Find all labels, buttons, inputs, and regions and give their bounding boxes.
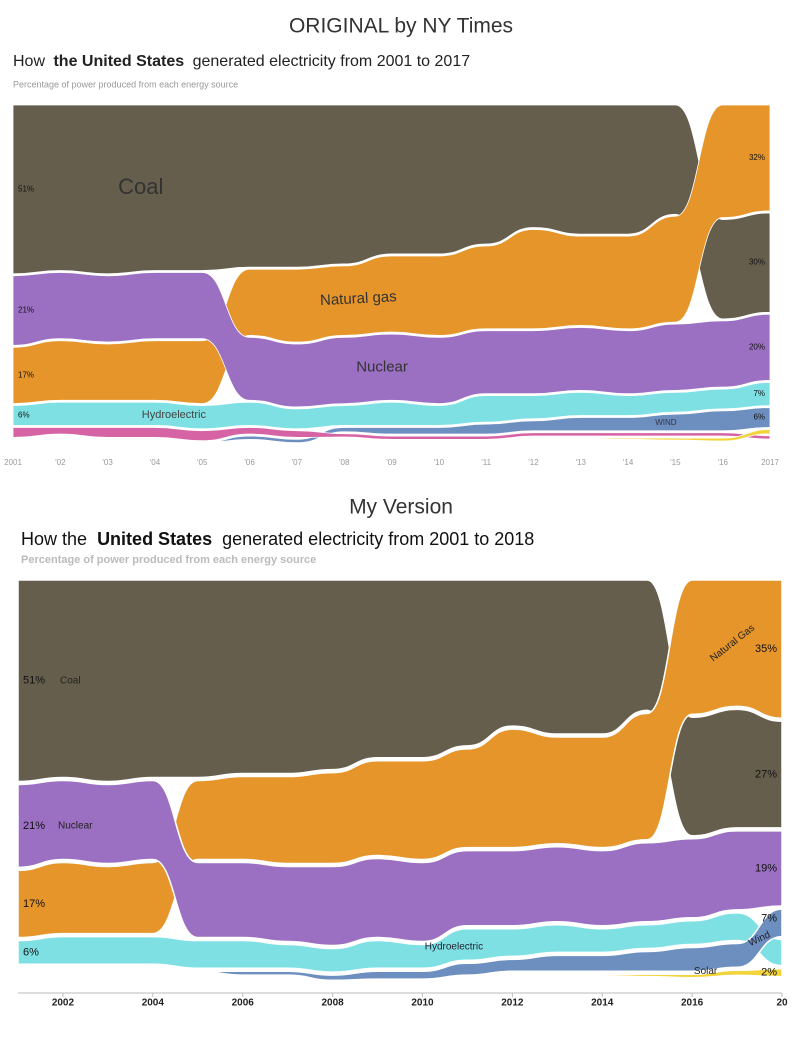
x-tick-label: 2006: [232, 998, 255, 1009]
chart-title: How the United States generated electric…: [21, 529, 534, 549]
x-tick-label: '09: [386, 458, 397, 467]
stream-area: [18, 908, 783, 982]
stream-area: [17, 912, 783, 973]
series-name: Coal: [60, 675, 81, 686]
x-tick-label: '02: [55, 458, 66, 467]
x-tick-label: '12: [528, 458, 539, 467]
value-label: 17%: [23, 898, 45, 910]
value-label: 6%: [23, 946, 39, 958]
x-tick-label: '11: [481, 458, 491, 467]
value-label: 30%: [749, 258, 765, 267]
x-tick-label: '03: [102, 458, 113, 467]
value-label: 51%: [23, 675, 45, 687]
value-label: 6%: [18, 411, 30, 420]
stream-area: [12, 429, 771, 446]
series-name: Nuclear: [356, 358, 408, 375]
series-name: Hydroelectric: [425, 942, 483, 953]
value-label: 27%: [755, 768, 777, 780]
caption: My Version: [349, 496, 453, 519]
x-tick-label: '10: [434, 458, 445, 467]
title-part: How the: [21, 529, 87, 549]
x-tick-label: 2016: [681, 998, 704, 1009]
x-tick-label: '05: [197, 458, 208, 467]
x-tick-label: '14: [623, 458, 634, 467]
series-name: Nuclear: [58, 821, 93, 832]
stream-area: [17, 579, 783, 939]
x-tick-label: '16: [717, 458, 728, 467]
value-label: 6%: [753, 413, 765, 422]
x-tick-label: '08: [339, 458, 350, 467]
stream-area: [12, 407, 771, 444]
value-label: 19%: [755, 862, 777, 874]
value-label: 32%: [749, 153, 765, 162]
series-name: Coal: [118, 174, 163, 199]
stream-area: [12, 382, 771, 430]
x-tick-label: 2017: [761, 458, 779, 467]
title-part: the United States: [53, 53, 184, 70]
series-name: Hydroelectric: [142, 409, 207, 421]
caption: ORIGINAL by NY Times: [289, 15, 513, 38]
x-tick-label: '13: [576, 458, 587, 467]
title-part: generated electricity from 2001 to 2018: [222, 529, 534, 549]
stream-area: [18, 967, 783, 985]
value-label: 21%: [18, 306, 34, 315]
title-part: United States: [97, 529, 212, 549]
x-tick-label: 2001: [4, 458, 22, 467]
series-name: WIND: [655, 418, 677, 427]
x-tick-label: '04: [150, 458, 161, 467]
value-label: 2%: [761, 967, 777, 979]
value-label: 21%: [23, 820, 45, 832]
x-tick-label: '06: [244, 458, 255, 467]
value-label: 20%: [749, 342, 765, 351]
value-label: 35%: [755, 643, 777, 655]
chart-title: How the United States generated electric…: [13, 53, 470, 70]
title-part: generated electricity from 2001 to 2017: [193, 53, 471, 70]
x-tick-label: '07: [292, 458, 303, 467]
value-label: 51%: [18, 185, 34, 194]
value-label: 17%: [18, 371, 34, 380]
x-tick-label: 2008: [321, 998, 344, 1009]
subtitle: Percentage of power produced from each e…: [13, 79, 238, 89]
value-label: 7%: [761, 913, 777, 925]
value-label: 7%: [753, 389, 765, 398]
series-name: Natural gas: [320, 288, 398, 309]
series-name: Solar: [694, 966, 718, 977]
x-tick-label: 2010: [411, 998, 434, 1009]
x-tick-label: 2004: [142, 998, 165, 1009]
x-tick-label: 2002: [52, 998, 75, 1009]
stream-area: [12, 104, 771, 320]
subtitle: Percentage of power produced from each e…: [21, 554, 316, 566]
stream-area: [12, 272, 771, 408]
stream-area: [17, 579, 783, 837]
x-tick-label: 2014: [591, 998, 614, 1009]
stream-area: [17, 779, 783, 947]
x-tick-label: 2012: [501, 998, 524, 1009]
x-tick-label: 20: [776, 998, 788, 1009]
stream-area: [12, 104, 771, 404]
x-tick-label: '15: [670, 458, 681, 467]
title-part: How: [13, 53, 45, 70]
stream-area: [12, 427, 771, 442]
